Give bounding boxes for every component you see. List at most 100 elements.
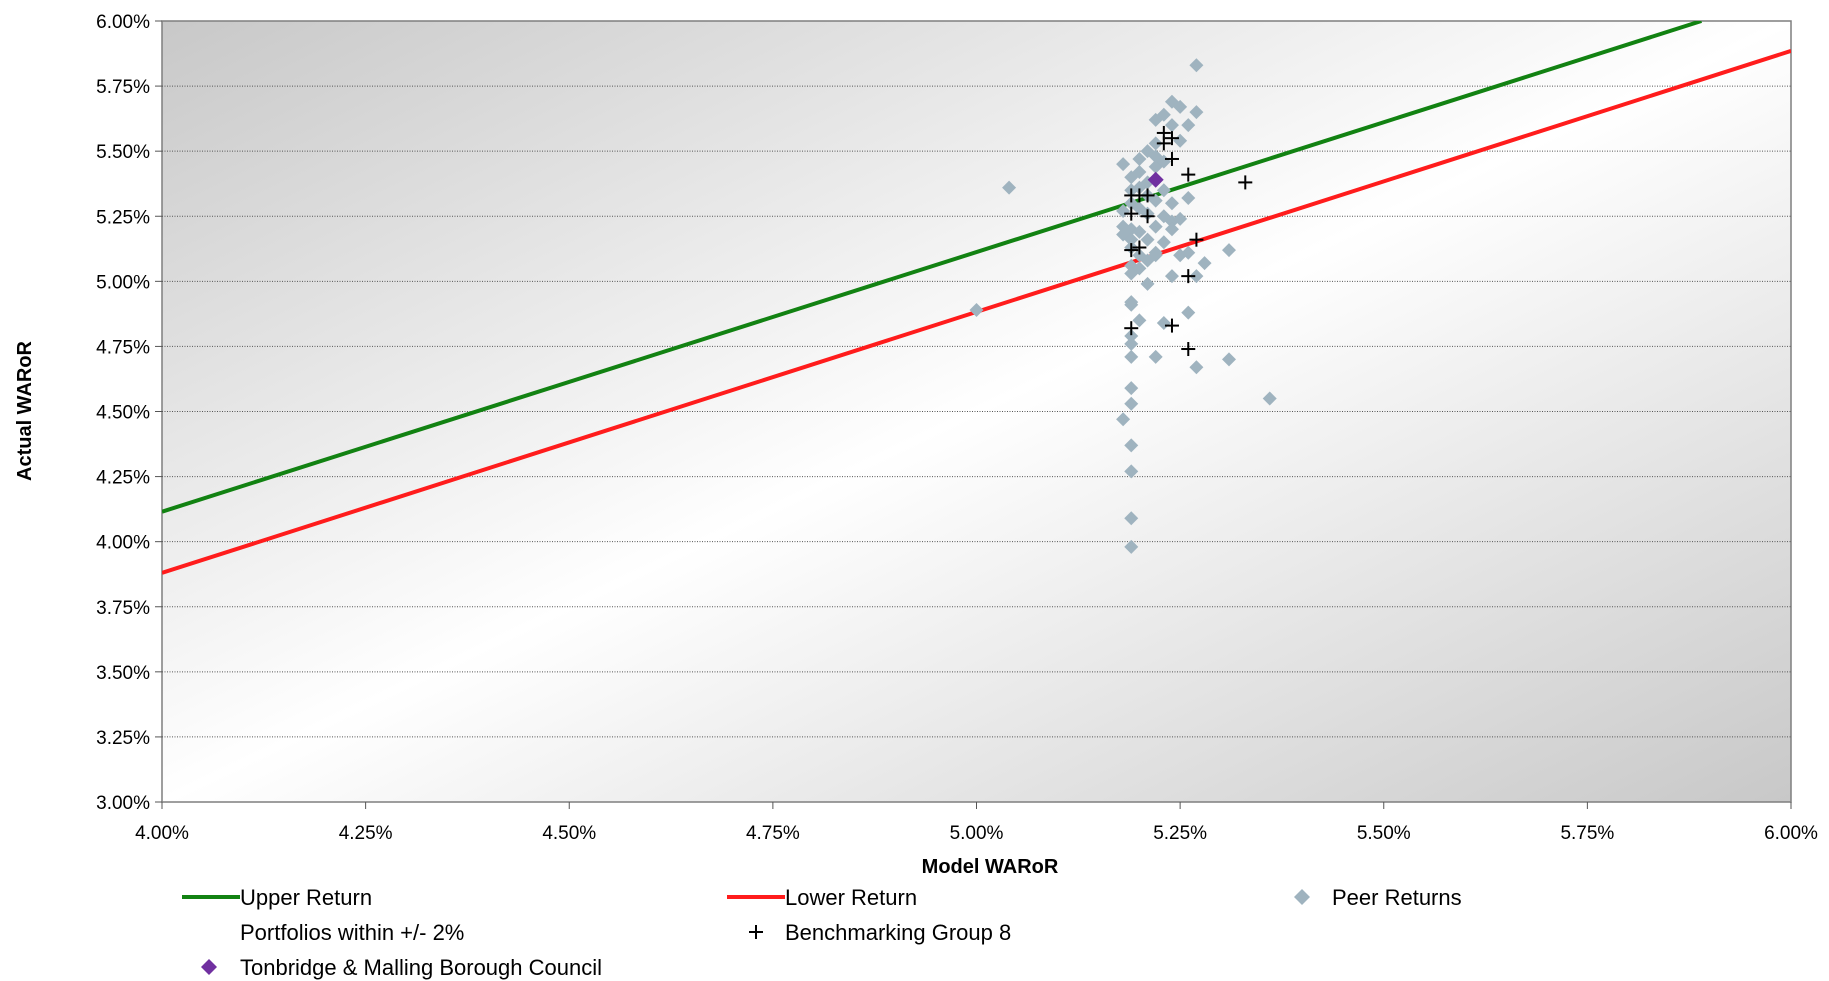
legend-council-swatch: [201, 959, 217, 975]
peer-point: [1181, 118, 1196, 133]
peer-point: [1148, 136, 1163, 151]
peer-point: [1140, 276, 1155, 291]
legend-peer-returns-label: Peer Returns: [1332, 885, 1462, 910]
council-point: [1147, 171, 1164, 188]
y-axis-title: Actual WARoR: [14, 340, 36, 481]
peer-returns-markers: [969, 58, 1277, 554]
y-tick-label: 5.75%: [96, 77, 150, 98]
peer-point: [1148, 112, 1163, 127]
peer-point: [1124, 232, 1139, 247]
benchmark-point: [1124, 206, 1139, 221]
benchmark-point: [1238, 175, 1253, 190]
legend-benchmark-swatch: [749, 925, 763, 939]
benchmark-point: [1181, 269, 1196, 284]
legend-upper-return-label: Upper Return: [240, 885, 372, 910]
peer-point: [1132, 313, 1147, 328]
peer-point: [1132, 224, 1147, 239]
legend-lower-return-label: Lower Return: [785, 885, 917, 910]
y-tick-label: 3.25%: [96, 728, 150, 749]
x-tick-label: 4.50%: [542, 823, 596, 844]
benchmark-point: [1189, 232, 1204, 247]
peer-point: [1181, 245, 1196, 260]
benchmark-point: [1124, 321, 1139, 336]
peer-point: [1148, 349, 1163, 364]
peer-point: [1148, 193, 1163, 208]
peer-point: [1148, 219, 1163, 234]
y-tick-label: 5.50%: [96, 142, 150, 163]
y-tick-label: 5.25%: [96, 207, 150, 228]
peer-point: [1221, 352, 1236, 367]
peer-point: [1181, 305, 1196, 320]
peer-point: [1116, 157, 1131, 172]
peer-point: [1002, 180, 1017, 195]
x-tick-label: 5.25%: [1153, 823, 1207, 844]
benchmark-point: [1156, 136, 1171, 151]
x-axis-title: Model WARoR: [922, 856, 1059, 878]
peer-point: [1124, 438, 1139, 453]
peer-point: [1156, 183, 1171, 198]
x-tick-label: 4.75%: [746, 823, 800, 844]
y-tick-label: 5.00%: [96, 272, 150, 293]
peer-point: [1124, 396, 1139, 411]
benchmark-point: [1124, 243, 1139, 258]
x-tick-label: 5.75%: [1560, 823, 1614, 844]
benchmark-point: [1164, 151, 1179, 166]
peer-point: [1156, 235, 1171, 250]
peer-point: [1221, 243, 1236, 258]
peer-point: [1262, 391, 1277, 406]
legend-council-label: Tonbridge & Malling Borough Council: [240, 955, 602, 980]
peer-point: [1181, 191, 1196, 206]
peer-point: [1148, 248, 1163, 263]
peer-point: [1173, 211, 1188, 226]
legend: Upper Return Lower Return Peer Returns P…: [182, 885, 1462, 980]
y-tick-label: 3.50%: [96, 663, 150, 684]
legend-peer-returns-swatch: [1294, 889, 1310, 905]
peer-point: [1189, 105, 1204, 120]
y-tick-label: 6.00%: [96, 12, 150, 33]
x-tick-labels: 4.00% 4.25% 4.50% 4.75% 5.00% 5.25% 5.50% 5.75%…: [135, 823, 1818, 844]
y-tick-label: 4.50%: [96, 403, 150, 424]
peer-point: [1140, 253, 1155, 268]
y-tick-labels: 3.00% 3.25% 3.50% 3.75% 4.00% 4.25% 4.50% 4.75%…: [96, 12, 150, 814]
council-markers: [1147, 171, 1164, 188]
peer-point: [1132, 151, 1147, 166]
peer-point: [1124, 349, 1139, 364]
peer-point: [1124, 336, 1139, 351]
peer-point: [1189, 360, 1204, 375]
benchmark-point: [1164, 131, 1179, 146]
peer-point: [1124, 381, 1139, 396]
legend-portfolios-label: Portfolios within +/- 2%: [240, 920, 464, 945]
benchmark-markers: [1124, 125, 1253, 357]
x-tick-label: 4.25%: [339, 823, 393, 844]
gridlines: [155, 20, 1792, 809]
y-tick-label: 3.75%: [96, 598, 150, 619]
peer-point: [1116, 412, 1131, 427]
x-tick-label: 4.00%: [135, 823, 189, 844]
peer-point: [1189, 269, 1204, 284]
peer-point: [1124, 464, 1139, 479]
y-tick-label: 3.00%: [96, 793, 150, 814]
benchmark-point: [1132, 240, 1147, 255]
peer-point: [1124, 297, 1139, 312]
peer-point: [1164, 118, 1179, 133]
peer-point: [1124, 539, 1139, 554]
benchmark-point: [1140, 188, 1155, 203]
peer-point: [1124, 266, 1139, 281]
peer-point: [1164, 269, 1179, 284]
y-tick-label: 4.75%: [96, 337, 150, 358]
x-tick-label: 5.50%: [1357, 823, 1411, 844]
peer-point: [1124, 170, 1139, 185]
peer-point: [1189, 58, 1204, 73]
series-line-0: [162, 21, 1703, 514]
peer-point: [1197, 256, 1212, 271]
x-tick-label: 6.00%: [1764, 823, 1818, 844]
legend-benchmark-label: Benchmarking Group 8: [785, 920, 1011, 945]
plot-area: [161, 20, 1792, 803]
y-tick-label: 4.00%: [96, 533, 150, 554]
peer-point: [969, 302, 984, 317]
peer-point: [1173, 99, 1188, 114]
y-tick-label: 4.25%: [96, 468, 150, 489]
benchmark-point: [1181, 342, 1196, 357]
peer-point: [1164, 222, 1179, 237]
